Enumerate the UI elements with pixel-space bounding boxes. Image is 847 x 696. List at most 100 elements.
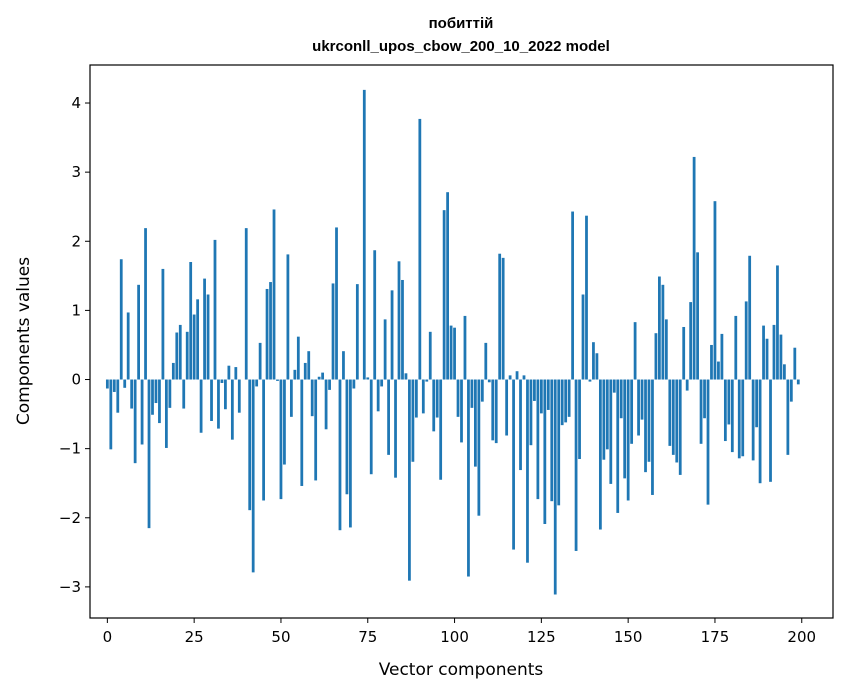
y-tick-label: −3 xyxy=(59,578,81,596)
bar xyxy=(463,315,467,380)
bar xyxy=(623,379,627,479)
bar xyxy=(227,365,231,380)
bar xyxy=(446,192,449,380)
bar xyxy=(369,379,373,475)
bar xyxy=(279,379,283,500)
bar xyxy=(494,379,498,444)
bar xyxy=(321,372,325,380)
bar xyxy=(772,324,776,380)
bar xyxy=(220,379,224,383)
bar xyxy=(342,351,345,380)
bar xyxy=(692,156,696,380)
bar xyxy=(682,326,686,380)
bar xyxy=(522,375,526,380)
bar xyxy=(515,371,519,380)
bar xyxy=(581,294,585,380)
bar xyxy=(633,322,637,380)
bar xyxy=(637,379,640,436)
bar xyxy=(696,252,699,380)
bar xyxy=(470,379,474,408)
x-tick-label: 25 xyxy=(185,628,204,646)
bar xyxy=(296,336,300,380)
bar xyxy=(206,294,210,380)
bar xyxy=(328,379,331,390)
bar xyxy=(109,379,113,450)
bar xyxy=(199,379,203,433)
bar xyxy=(598,379,602,530)
bar xyxy=(512,379,515,550)
bar xyxy=(588,379,592,382)
bar xyxy=(651,379,654,495)
bar xyxy=(668,379,672,446)
bar xyxy=(717,361,720,380)
bar xyxy=(678,379,682,475)
bar xyxy=(744,301,748,380)
bar xyxy=(703,379,706,419)
bar xyxy=(248,379,252,511)
bar xyxy=(612,379,616,393)
bar xyxy=(366,377,370,380)
bar xyxy=(720,333,724,380)
bar xyxy=(164,379,168,448)
bar xyxy=(255,379,259,387)
bar xyxy=(161,268,165,380)
x-tick-label: 50 xyxy=(271,628,290,646)
bar xyxy=(769,379,772,482)
bar xyxy=(533,379,536,401)
bar xyxy=(307,351,311,380)
bar xyxy=(168,379,172,408)
bar xyxy=(175,332,179,380)
bar xyxy=(217,379,220,429)
bar xyxy=(460,379,463,443)
bar xyxy=(140,379,144,445)
bar xyxy=(401,279,404,380)
bar xyxy=(404,373,408,380)
y-tick-label: 0 xyxy=(71,371,81,389)
bar xyxy=(671,379,675,455)
bar xyxy=(776,265,779,380)
bar xyxy=(487,379,491,383)
bar xyxy=(224,379,227,410)
y-tick-label: 1 xyxy=(71,301,81,319)
bar xyxy=(699,379,703,444)
bar xyxy=(685,379,689,391)
bar xyxy=(105,379,109,389)
bar xyxy=(265,288,269,380)
x-tick-label: 0 xyxy=(103,628,113,646)
bar xyxy=(338,379,342,531)
bar xyxy=(713,201,717,380)
bar xyxy=(616,379,620,513)
bar xyxy=(390,290,394,380)
bar xyxy=(658,276,661,380)
bar xyxy=(130,379,134,409)
bar xyxy=(529,379,533,446)
bar xyxy=(112,379,116,392)
bar xyxy=(449,325,453,380)
bar xyxy=(432,379,436,432)
bar xyxy=(609,379,613,484)
bar xyxy=(585,215,588,380)
bar xyxy=(303,362,307,380)
bar xyxy=(727,379,731,425)
bar xyxy=(428,331,432,380)
bar xyxy=(144,228,147,380)
bar xyxy=(439,379,443,480)
bar xyxy=(286,254,290,380)
bar xyxy=(192,314,196,380)
bar xyxy=(751,379,755,461)
bar xyxy=(414,379,418,418)
x-tick-label: 150 xyxy=(614,628,643,646)
bar xyxy=(435,379,439,418)
bar xyxy=(602,379,606,460)
bar xyxy=(553,379,557,595)
bar xyxy=(526,379,529,563)
bar xyxy=(373,250,377,380)
bar xyxy=(571,211,574,380)
bar xyxy=(196,299,200,380)
bar xyxy=(283,379,286,465)
bar xyxy=(467,379,470,577)
bar xyxy=(689,302,693,380)
y-tick-label: 4 xyxy=(71,94,81,112)
bar xyxy=(158,379,161,424)
